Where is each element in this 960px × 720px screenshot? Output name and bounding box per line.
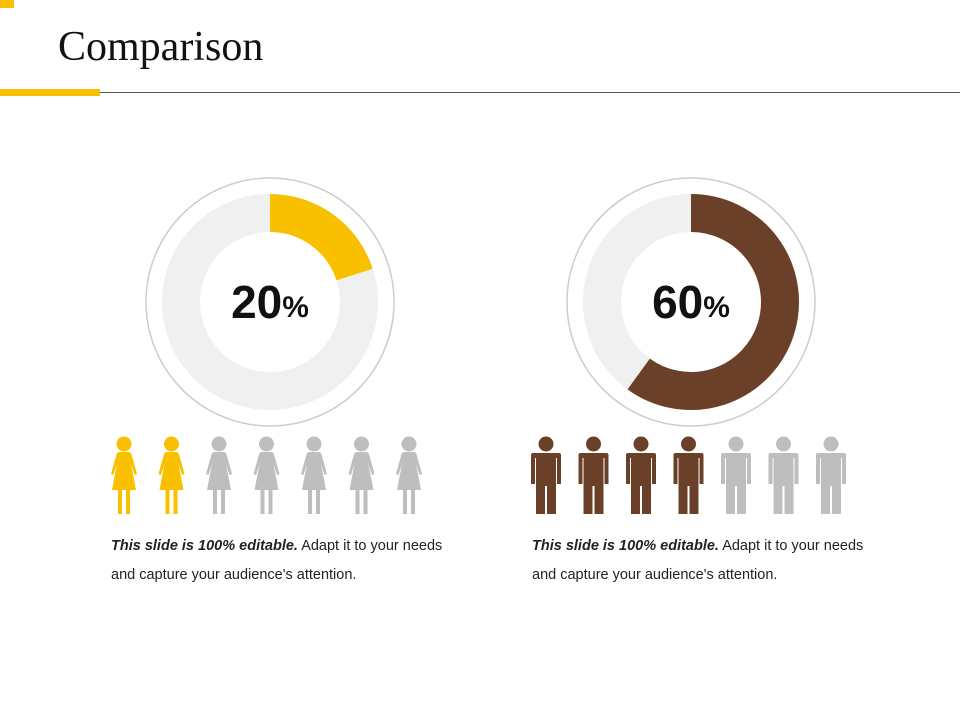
female-person-icon (158, 436, 185, 514)
comparison-panel-right: 60 % This slide is 100% editable. Adapt … (481, 175, 901, 595)
caption-text: Adapt it to your needs and capture your … (111, 538, 443, 583)
corner-accent-mark (0, 0, 14, 8)
male-person-icon (531, 436, 561, 514)
female-person-icon (348, 436, 375, 514)
donut-chart-left (145, 177, 395, 427)
female-person-icon (301, 436, 327, 514)
caption-right: This slide is 100% editable. Adapt it to… (532, 532, 872, 590)
male-person-icon (673, 436, 704, 514)
donut-value-arc (627, 194, 799, 410)
female-person-icon (111, 436, 137, 514)
pictogram-row-left (111, 436, 422, 514)
female-person-icon (253, 436, 280, 514)
male-person-icon (721, 436, 751, 514)
male-person-icon (626, 436, 656, 514)
female-person-icon (396, 436, 422, 514)
caption-bold: This slide is 100% editable. (532, 538, 719, 554)
pictogram-row-right (531, 436, 846, 514)
caption-bold: This slide is 100% editable. (111, 538, 298, 554)
male-person-icon (578, 436, 609, 514)
donut-value-arc (269, 194, 373, 282)
title-divider (0, 92, 960, 93)
percentage-label-right: 60 % (564, 175, 818, 429)
percentage-label-left: 20 % (143, 175, 397, 429)
caption-text: Adapt it to your needs and capture your … (532, 538, 864, 583)
male-person-icon (768, 436, 799, 514)
donut-chart-right (566, 177, 816, 427)
page-title: Comparison (58, 24, 264, 70)
male-person-icon (816, 436, 846, 514)
caption-left: This slide is 100% editable. Adapt it to… (111, 532, 451, 590)
percentage-value: 60 (652, 276, 704, 328)
comparison-panel-left: 20 % This slide is 100% editable. Adapt … (60, 175, 480, 595)
female-person-icon (206, 436, 232, 514)
title-divider-accent (0, 89, 100, 96)
percentage-unit: % (703, 291, 730, 324)
percentage-unit: % (282, 291, 309, 324)
percentage-value: 20 (231, 276, 283, 328)
